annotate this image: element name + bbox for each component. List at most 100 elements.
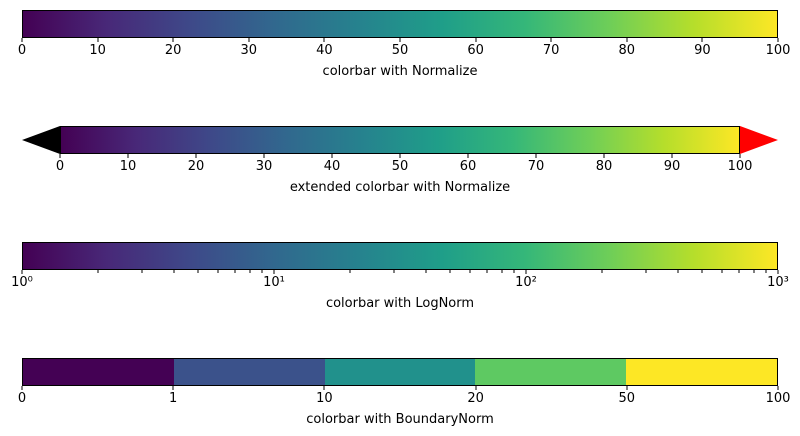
tick-mark: [97, 38, 99, 42]
tick-label: 10: [89, 43, 106, 58]
colorbar-gradient-bar: [60, 126, 740, 154]
tick-label: 40: [323, 159, 341, 174]
colorbar-axis: 0 1 10 20 50 100: [18, 386, 790, 410]
tick-label: 100: [765, 43, 791, 58]
tick-label: 50: [391, 43, 409, 58]
minor-tick-mark: [261, 270, 263, 273]
minor-tick-mark: [765, 270, 767, 273]
tick-label: 80: [618, 43, 636, 58]
tick-mark: [626, 38, 628, 42]
minor-tick-mark: [349, 270, 351, 273]
minor-tick-mark: [738, 270, 740, 273]
tick-label: 10: [316, 391, 333, 406]
colorbar-title: colorbar with Normalize: [322, 64, 478, 79]
boundary-segment: [23, 359, 174, 385]
minor-tick-mark: [249, 270, 251, 273]
minor-tick-mark: [753, 270, 755, 273]
boundary-segment: [324, 359, 476, 385]
tick-label: 20: [187, 159, 205, 174]
tick-mark: [467, 154, 469, 158]
tick-label: 90: [663, 159, 681, 174]
tick-label: 50: [618, 391, 636, 406]
minor-tick-mark: [601, 270, 603, 273]
tick-label: 1: [169, 391, 178, 406]
tick-label: 10²: [515, 275, 537, 290]
tick-label: 20: [164, 43, 182, 58]
colorbar-bar-area: 0 10 20 30 40 50 60 70 80 90 100: [18, 10, 790, 58]
tick-mark: [127, 154, 129, 158]
minor-tick-mark: [217, 270, 219, 273]
tick-label: 10⁰: [11, 275, 33, 290]
tick-label: 40: [316, 43, 333, 58]
tick-mark: [777, 386, 779, 390]
tick-mark: [21, 270, 23, 274]
minor-tick-mark: [173, 270, 175, 273]
tick-mark: [21, 38, 23, 42]
tick-label: 100: [727, 159, 753, 174]
minor-tick-mark: [486, 270, 488, 273]
colorbar-row: 10⁰ 10¹ 10² 10³: [11, 242, 789, 290]
colorbar-lognorm: 10⁰ 10¹ 10² 10³ colorbar with LogNorm: [11, 242, 789, 311]
minor-tick-mark: [701, 270, 703, 273]
tick-label: 0: [17, 43, 27, 58]
tick-mark: [525, 270, 527, 274]
colorbar-normalize: 0 10 20 30 40 50 60 70 80 90 100 colorbar with Nor…: [18, 10, 790, 79]
tick-label: 10: [119, 159, 137, 174]
minor-tick-mark: [97, 270, 99, 273]
colorbar-segmented-bar: [22, 358, 778, 386]
tick-mark: [475, 38, 477, 42]
colorbar-boundarynorm: 0 1 10 20 50 100 colorbar with BoundaryNorm: [18, 358, 790, 427]
colorbar-bar-area: 0 10 20 30 40 50 60 70 80 90 100: [56, 126, 752, 174]
colorbar-axis: 10⁰ 10¹ 10² 10³: [11, 270, 789, 294]
tick-mark: [331, 154, 333, 158]
colorbar-gradient-bar: [22, 242, 778, 270]
colorbar-gradient-bar: [22, 10, 778, 38]
colorbar-extended-normalize: 0 10 20 30 40 50 60 70 80 90 100 extended colorbar…: [22, 126, 778, 195]
tick-mark: [475, 386, 477, 390]
tick-label: 90: [694, 43, 711, 58]
tick-mark: [263, 154, 265, 158]
tick-mark: [671, 154, 673, 158]
boundary-segment: [173, 359, 325, 385]
colorbar-title: colorbar with LogNorm: [325, 296, 475, 311]
tick-mark: [399, 154, 401, 158]
tick-label: 10¹: [263, 275, 285, 290]
tick-mark: [195, 154, 197, 158]
minor-tick-mark: [393, 270, 395, 273]
tick-label: 10³: [767, 275, 789, 290]
tick-mark: [273, 270, 275, 274]
minor-tick-mark: [677, 270, 679, 273]
tick-label: 70: [542, 43, 560, 58]
tick-label: 30: [255, 159, 273, 174]
minor-tick-mark: [513, 270, 515, 273]
minor-tick-mark: [234, 270, 236, 273]
matplotlib-figure: 0 10 20 30 40 50 60 70 80 90 100 colorbar with Nor…: [11, 10, 790, 427]
colorbar-title: colorbar with BoundaryNorm: [306, 412, 494, 427]
colorbar-row: 0 10 20 30 40 50 60 70 80 90 100: [18, 10, 790, 58]
tick-label: 0: [17, 391, 27, 406]
tick-mark: [21, 386, 23, 390]
tick-mark: [777, 270, 779, 274]
tick-mark: [550, 38, 552, 42]
tick-mark: [626, 386, 628, 390]
extend-arrow-left: [22, 126, 60, 154]
tick-label: 20: [467, 391, 484, 406]
minor-tick-mark: [449, 270, 451, 273]
colorbar-title: extended colorbar with Normalize: [289, 180, 511, 195]
minor-tick-mark: [469, 270, 471, 273]
colorbar-row: 0 1 10 20 50 100: [18, 358, 790, 406]
tick-mark: [59, 154, 61, 158]
tick-mark: [603, 154, 605, 158]
tick-mark: [399, 38, 401, 42]
colorbar-axis: 0 10 20 30 40 50 60 70 80 90 100: [56, 154, 752, 178]
boundary-segment: [626, 359, 777, 385]
minor-tick-mark: [141, 270, 143, 273]
tick-mark: [739, 154, 741, 158]
colorbar-bar-area: 0 1 10 20 50 100: [18, 358, 790, 406]
tick-label: 80: [595, 159, 613, 174]
extend-arrow-right: [740, 126, 778, 154]
tick-label: 60: [467, 43, 484, 58]
minor-tick-mark: [645, 270, 647, 273]
tick-mark: [535, 154, 537, 158]
minor-tick-mark: [501, 270, 503, 273]
